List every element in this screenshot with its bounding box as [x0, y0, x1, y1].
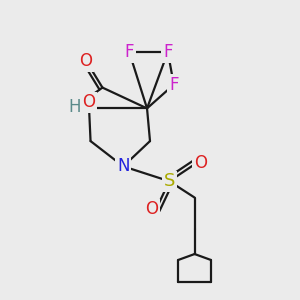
Text: O: O: [80, 52, 93, 70]
Text: F: F: [163, 43, 172, 61]
Text: O: O: [194, 154, 207, 172]
Text: H: H: [68, 98, 80, 116]
Text: O: O: [145, 200, 158, 218]
Text: N: N: [117, 157, 130, 175]
Text: F: F: [124, 43, 134, 61]
Text: F: F: [169, 76, 178, 94]
Text: S: S: [164, 172, 175, 190]
Text: O: O: [82, 93, 96, 111]
